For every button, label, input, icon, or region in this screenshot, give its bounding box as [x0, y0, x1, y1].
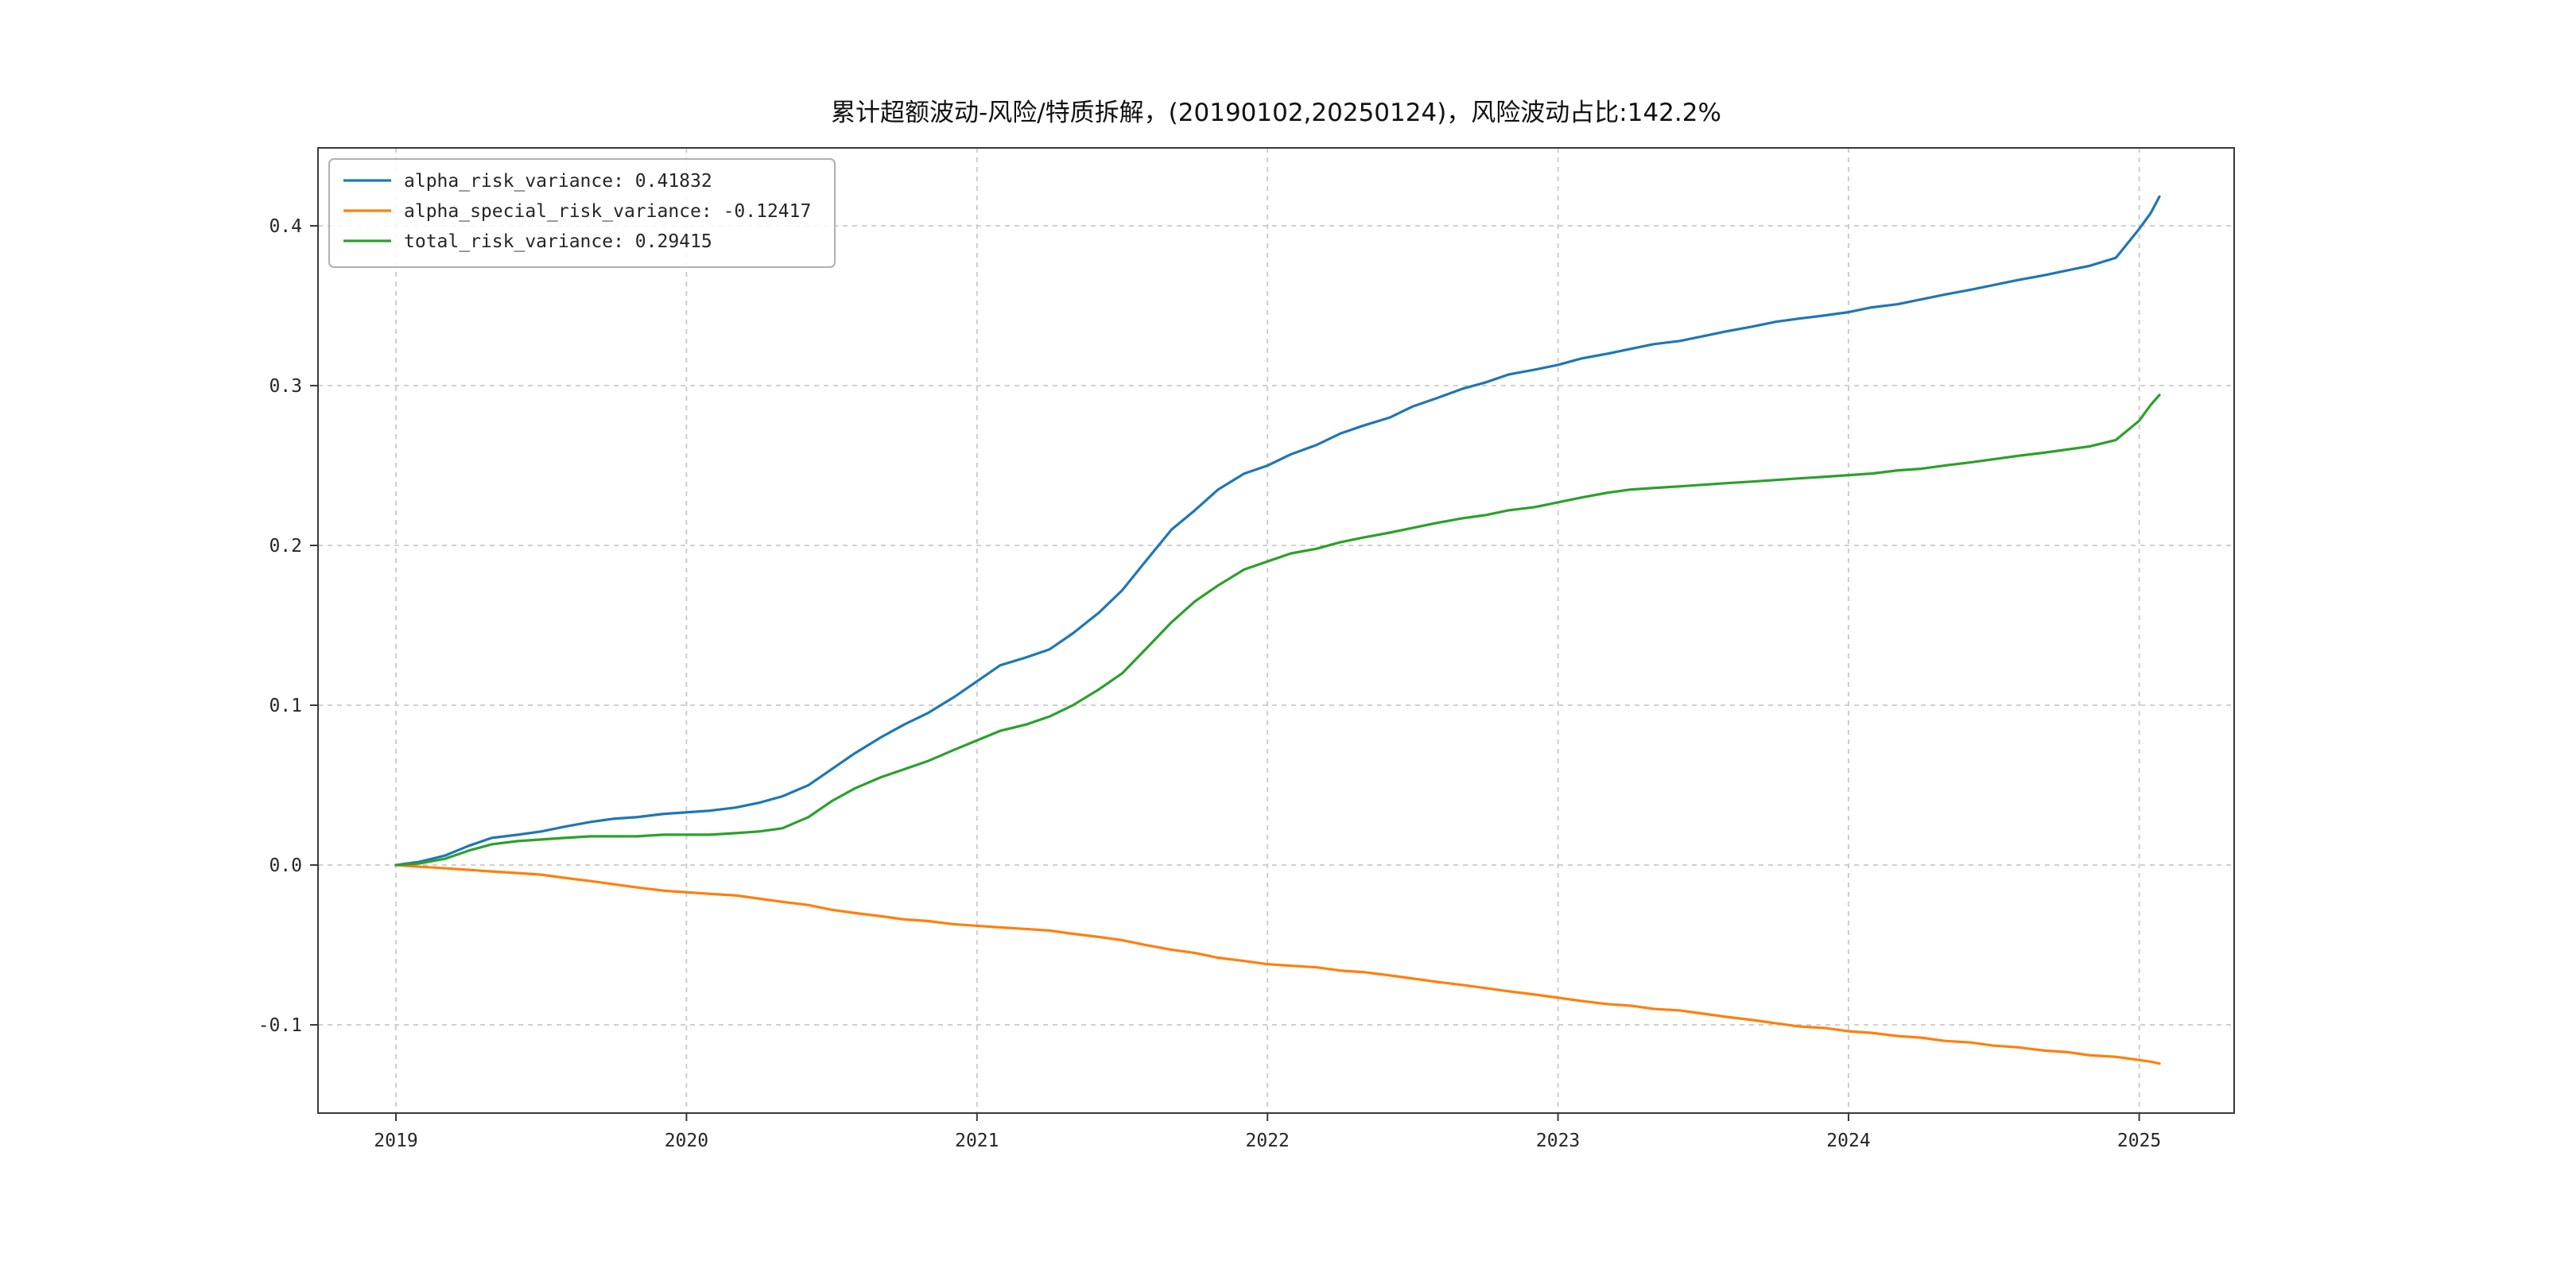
- x-tick-label: 2019: [374, 1131, 417, 1151]
- x-tick-label: 2021: [955, 1131, 999, 1151]
- y-tick-label: 0.3: [269, 376, 302, 397]
- x-tick-label: 2025: [2117, 1131, 2161, 1151]
- legend-label: alpha_special_risk_variance: -0.12417: [404, 201, 811, 222]
- y-tick-label: -0.1: [258, 1015, 302, 1036]
- series-line-alpha_special_risk_variance: [394, 863, 2161, 1065]
- y-tick-label: 0.0: [269, 855, 302, 876]
- x-tick-label: 2024: [1826, 1131, 1870, 1151]
- y-tick-label: 0.2: [269, 536, 302, 557]
- legend-label: alpha_risk_variance: 0.41832: [404, 171, 712, 192]
- legend-label: total_risk_variance: 0.29415: [404, 231, 712, 252]
- y-tick-label: 0.1: [269, 696, 302, 716]
- x-tick-label: 2022: [1246, 1131, 1290, 1151]
- x-tick-label: 2020: [665, 1131, 708, 1151]
- x-tick-label: 2023: [1536, 1131, 1580, 1151]
- series-line-alpha_risk_variance: [394, 195, 2161, 867]
- y-tick-label: 0.4: [269, 216, 302, 237]
- series-line-total_risk_variance: [394, 394, 2161, 867]
- legend-box: [328, 158, 836, 268]
- plot-border: [317, 147, 2235, 1114]
- chart-title: 累计超额波动-风险/特质拆解，(20190102,20250124)，风险波动占…: [831, 99, 1721, 127]
